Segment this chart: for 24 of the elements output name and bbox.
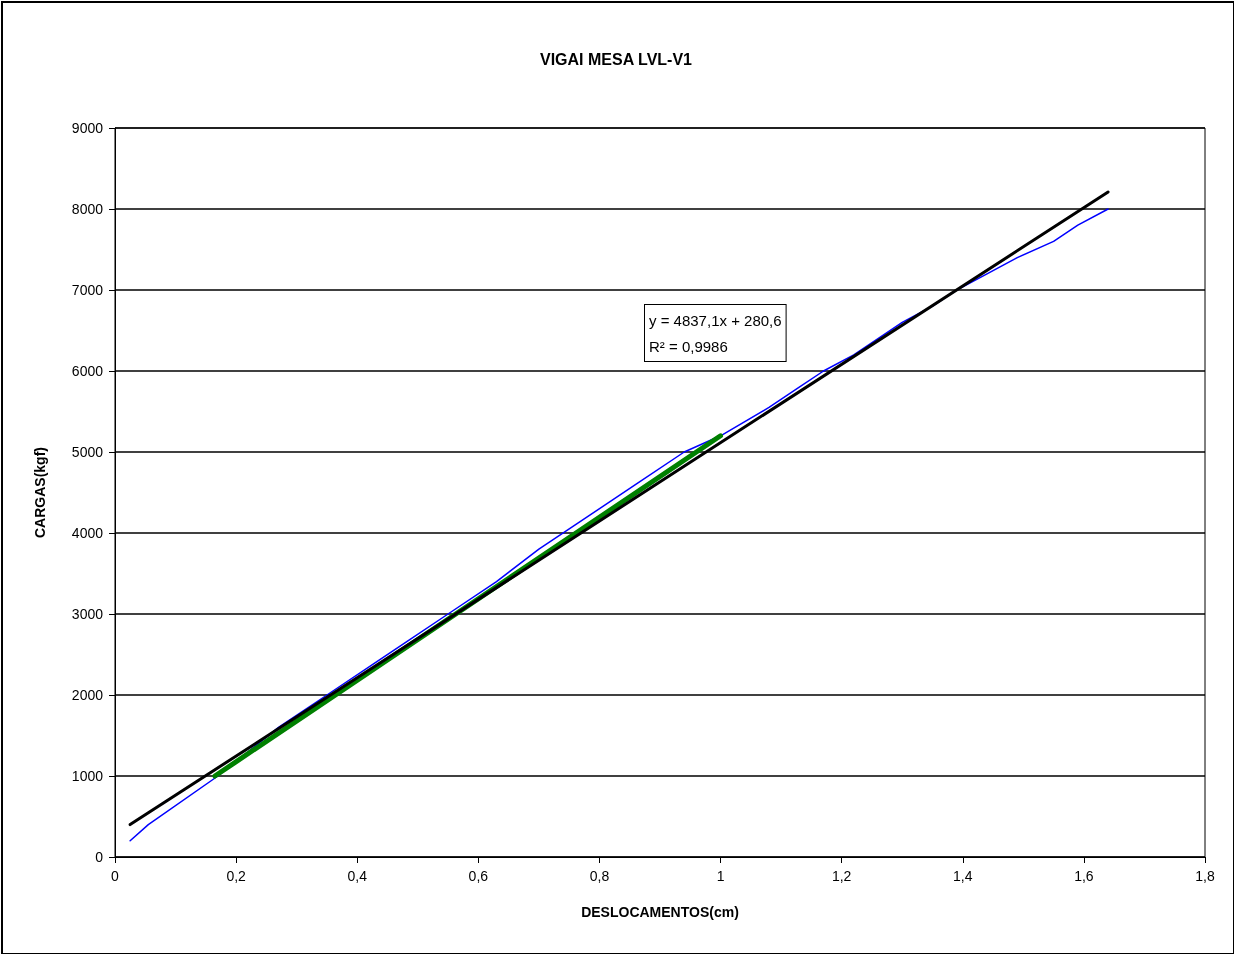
y-tick-label: 3000	[71, 606, 104, 622]
y-tick-label: 6000	[71, 363, 104, 379]
y-tick-label: 7000	[71, 282, 104, 298]
chart-title: VIGAI MESA LVL-V1	[539, 50, 693, 68]
x-tick-label: 1,8	[1195, 868, 1215, 884]
y-tick-label: 5000	[71, 444, 104, 460]
x-tick-label: 0,8	[589, 868, 610, 884]
x-tick-label: 0,4	[347, 868, 368, 884]
x-tick-label: 0,2	[226, 868, 247, 884]
y-tick-label: 4000	[71, 525, 104, 541]
x-tick-label: 1,6	[1074, 868, 1094, 884]
x-axis-title: DESLOCAMENTOS(cm)	[581, 904, 739, 920]
y-tick-label: 1000	[71, 768, 104, 784]
y-tick-label: 8000	[71, 201, 104, 217]
x-tick-label: 0,6	[468, 868, 489, 884]
y-tick-label: 9000	[71, 120, 104, 136]
y-tick-label: 2000	[71, 687, 104, 703]
x-tick-label: 1,4	[953, 868, 973, 884]
annotation: y = 4837,1x + 280,6 R² = 0,9986	[649, 311, 782, 355]
x-tick-label: 0	[111, 868, 120, 884]
y-tick-label: 0	[95, 849, 104, 865]
x-tick-label: 1	[716, 868, 725, 884]
x-tick-label: 1,2	[831, 868, 852, 884]
y-axis-title: CARGAS(kgf)	[32, 447, 48, 538]
